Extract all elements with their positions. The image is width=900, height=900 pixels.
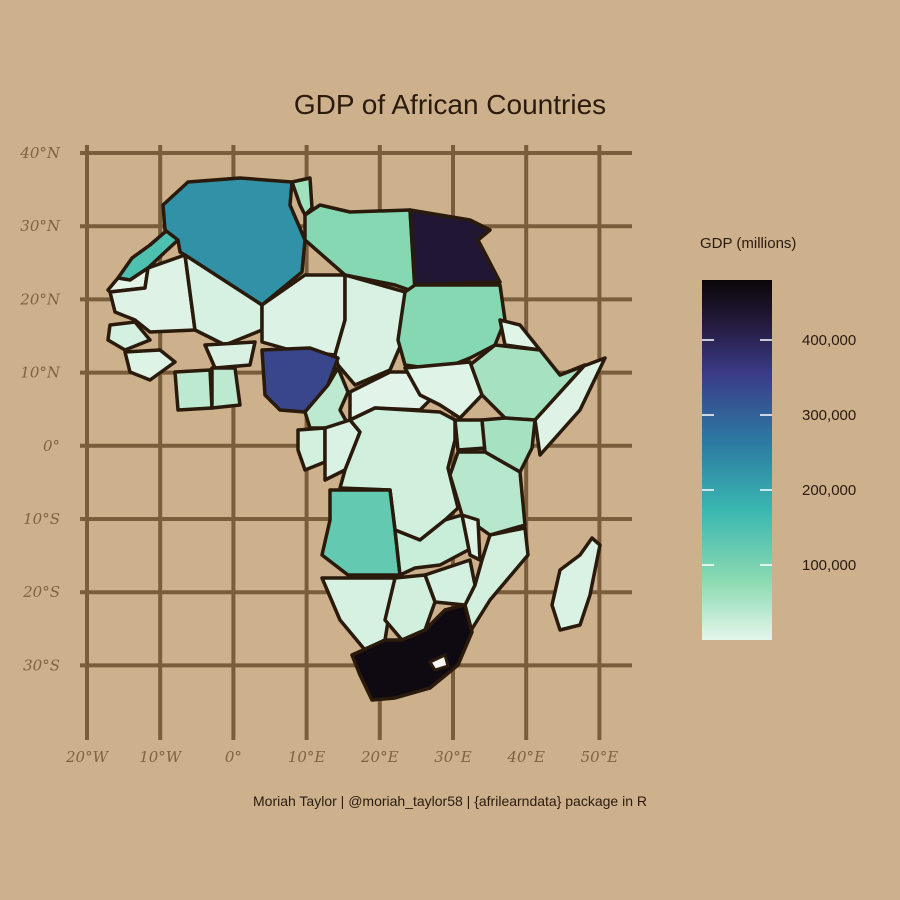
latitude-tick-label: 40°N bbox=[19, 144, 61, 162]
country-mauritania bbox=[108, 253, 197, 334]
longitude-tick-label: 20°E bbox=[360, 748, 399, 766]
country-egypt bbox=[408, 208, 502, 287]
country-somalia bbox=[533, 356, 607, 457]
legend-tick-label: 100,000 bbox=[802, 557, 856, 574]
countries bbox=[106, 176, 607, 702]
chart-title: GDP of African Countries bbox=[294, 89, 606, 120]
latitude-tick-label: 30°S bbox=[23, 656, 60, 674]
country-malawi bbox=[460, 513, 482, 562]
country-madagascar bbox=[550, 536, 602, 632]
country-algeria bbox=[161, 176, 307, 307]
country-ghana bbox=[210, 366, 242, 410]
country-chad bbox=[333, 273, 407, 387]
country-gabon bbox=[296, 426, 327, 472]
legend-ticks: 400,000 300,000 200,000 100,000 bbox=[702, 332, 856, 574]
latitude-tick-label: 30°N bbox=[20, 217, 61, 235]
country-ivory-coast bbox=[173, 368, 214, 412]
longitude-tick-label: 0° bbox=[225, 748, 242, 766]
legend-tick-label: 400,000 bbox=[802, 332, 856, 349]
longitude-tick-label: 30°E bbox=[434, 748, 472, 766]
legend-colorbar bbox=[702, 280, 772, 640]
legend-title: GDP (millions) bbox=[700, 235, 796, 252]
caption: Moriah Taylor | @moriah_taylor58 | {afri… bbox=[253, 793, 647, 809]
legend-tick-label: 200,000 bbox=[802, 482, 856, 499]
country-guinea bbox=[123, 348, 177, 382]
country-burkina-faso bbox=[203, 340, 257, 370]
longitude-tick-label: 10°W bbox=[139, 748, 183, 766]
country-south-sudan bbox=[403, 360, 484, 420]
latitude-tick-label: 10°S bbox=[23, 510, 60, 528]
country-senegal bbox=[106, 320, 152, 352]
latitude-tick-label: 10°N bbox=[20, 364, 61, 382]
longitude-labels: 20°W 10°W 0° 10°E 20°E 30°E 40°E 50°E bbox=[65, 748, 618, 766]
longitude-tick-label: 40°E bbox=[506, 748, 545, 766]
latitude-tick-label: 0° bbox=[43, 437, 60, 455]
country-tunisia bbox=[290, 176, 314, 217]
longitude-tick-label: 10°E bbox=[288, 748, 326, 766]
country-angola bbox=[320, 488, 402, 577]
latitude-labels: 40°N 30°N 20°N 10°N 0° 10°S 20°S 30°S bbox=[19, 144, 61, 674]
longitude-tick-label: 20°W bbox=[65, 748, 110, 766]
legend-tick-label: 300,000 bbox=[802, 407, 856, 424]
longitude-tick-label: 50°E bbox=[581, 748, 619, 766]
country-south-africa bbox=[350, 603, 474, 702]
latitude-tick-label: 20°S bbox=[22, 583, 60, 601]
lesotho-hole bbox=[427, 652, 450, 672]
latitude-tick-label: 20°N bbox=[19, 290, 61, 308]
country-uganda bbox=[453, 418, 487, 452]
